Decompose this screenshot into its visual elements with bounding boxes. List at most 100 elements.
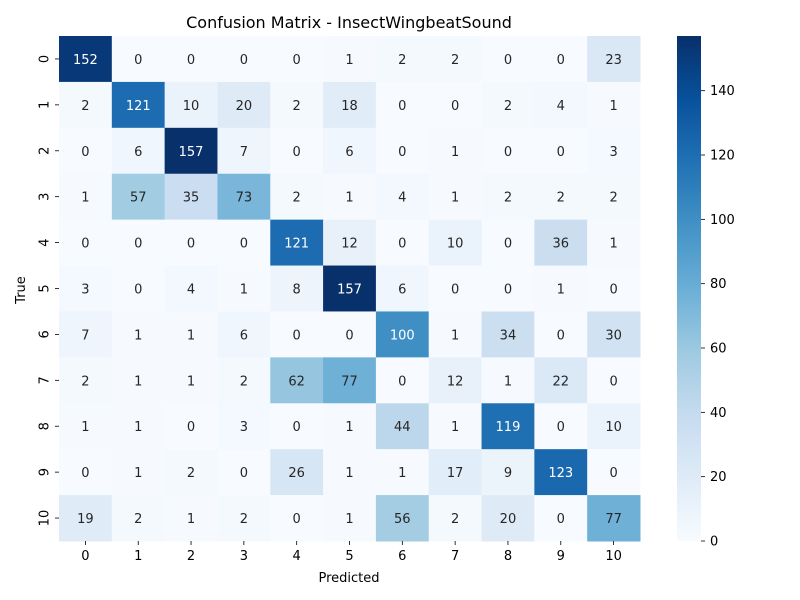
heatmap-cell-5-5 bbox=[323, 265, 377, 312]
cell-value-label-9-1: 1 bbox=[134, 466, 142, 481]
heatmap-cell-7-7 bbox=[428, 357, 483, 404]
x-tick-label-6: 6 bbox=[398, 549, 406, 564]
heatmap-cell-9-3 bbox=[217, 449, 271, 496]
heatmap-cell-2-1 bbox=[111, 127, 166, 175]
cell-value-label-0-7: 2 bbox=[451, 53, 459, 68]
cell-value-label-6-2: 1 bbox=[187, 328, 195, 343]
y-tick-label-9: 9 bbox=[38, 468, 53, 476]
heatmap-cell-10-2 bbox=[164, 495, 218, 542]
heatmap-cell-7-1 bbox=[111, 357, 166, 404]
cell-value-label-5-3: 1 bbox=[240, 283, 248, 298]
heatmap-cell-1-8 bbox=[481, 81, 535, 129]
colorbar-tick-label-1: 20 bbox=[710, 470, 727, 485]
heatmap-cell-10-9 bbox=[534, 495, 588, 542]
cell-value-label-8-3: 3 bbox=[240, 420, 248, 435]
heatmap-cell-3-8 bbox=[481, 173, 535, 221]
heatmap-cell-4-4 bbox=[270, 219, 324, 267]
colorbar-tick-label-6: 120 bbox=[710, 149, 735, 164]
heatmap-cell-2-3 bbox=[217, 127, 271, 175]
heatmap-cell-2-0 bbox=[59, 127, 113, 175]
heatmap-cell-6-6 bbox=[375, 311, 430, 358]
heatmap-cell-8-0 bbox=[59, 403, 113, 450]
heatmap-cell-8-9 bbox=[534, 403, 588, 450]
heatmap-cell-2-8 bbox=[481, 127, 535, 175]
chart-title: Confusion Matrix - InsectWingbeatSound bbox=[186, 13, 512, 32]
heatmap-cell-2-2 bbox=[164, 127, 218, 175]
cell-value-label-6-10: 30 bbox=[605, 328, 622, 343]
cell-value-label-7-7: 12 bbox=[447, 374, 464, 389]
cell-value-label-4-5: 12 bbox=[341, 237, 358, 252]
heatmap-cell-3-2 bbox=[164, 173, 218, 221]
heatmap-cell-9-2 bbox=[164, 449, 218, 496]
colorbar: 0 20 40 60 80 100 120 140 bbox=[677, 36, 735, 550]
heatmap-cell-9-5 bbox=[323, 449, 377, 496]
cell-value-label-3-9: 2 bbox=[557, 191, 565, 206]
heatmap-cell-2-7 bbox=[428, 127, 483, 175]
heatmap-cell-3-9 bbox=[534, 173, 588, 221]
heatmap-cell-3-1 bbox=[111, 173, 166, 221]
heatmap-cell-4-6 bbox=[375, 219, 430, 267]
heatmap-cell-10-1 bbox=[111, 495, 166, 542]
heatmap-cell-6-3 bbox=[217, 311, 271, 358]
cell-value-label-0-9: 0 bbox=[557, 53, 565, 68]
heatmap-cell-4-10 bbox=[587, 219, 641, 267]
cell-value-label-10-2: 1 bbox=[187, 512, 195, 527]
cell-value-label-0-6: 2 bbox=[398, 53, 406, 68]
cell-value-label-10-3: 2 bbox=[240, 512, 248, 527]
y-tick-label-10: 10 bbox=[38, 510, 53, 527]
cell-value-label-2-7: 1 bbox=[451, 145, 459, 160]
cell-value-label-10-0: 19 bbox=[77, 512, 94, 527]
heatmap-cell-10-8 bbox=[481, 495, 535, 542]
cell-value-label-8-8: 119 bbox=[496, 420, 521, 435]
cell-value-label-0-10: 23 bbox=[605, 53, 622, 68]
cell-value-label-10-8: 20 bbox=[500, 512, 517, 527]
cell-value-label-10-9: 0 bbox=[557, 512, 565, 527]
cell-value-label-8-0: 1 bbox=[81, 420, 89, 435]
heatmap-cell-4-5 bbox=[323, 219, 377, 267]
heatmap-cell-7-0 bbox=[59, 357, 113, 404]
heatmap-cell-9-0 bbox=[59, 449, 113, 496]
cell-value-label-1-10: 1 bbox=[609, 99, 617, 114]
x-axis-label: Predicted bbox=[318, 571, 379, 586]
x-tick-label-7: 7 bbox=[451, 549, 459, 564]
x-tick-label-10: 10 bbox=[605, 549, 622, 564]
cell-value-label-7-10: 0 bbox=[609, 374, 617, 389]
cell-value-label-5-1: 0 bbox=[134, 283, 142, 298]
cell-value-label-7-4: 62 bbox=[288, 374, 305, 389]
heatmap-cell-10-7 bbox=[428, 495, 483, 542]
heatmap-cell-9-4 bbox=[270, 449, 324, 496]
cell-value-label-8-1: 1 bbox=[134, 420, 142, 435]
heatmap-cell-5-7 bbox=[428, 265, 483, 312]
heatmap-cell-1-4 bbox=[270, 81, 324, 129]
cell-value-label-9-4: 26 bbox=[288, 466, 305, 481]
cell-value-label-0-5: 1 bbox=[345, 53, 353, 68]
heatmap-cell-4-0 bbox=[59, 219, 113, 267]
cell-value-label-9-10: 0 bbox=[609, 466, 617, 481]
x-tick-label-8: 8 bbox=[504, 549, 512, 564]
cell-value-label-6-8: 34 bbox=[500, 328, 517, 343]
heatmap-cell-0-3 bbox=[217, 36, 271, 83]
y-tick-label-7: 7 bbox=[38, 376, 53, 384]
heatmap-cell-6-10 bbox=[587, 311, 641, 358]
cell-value-label-10-10: 77 bbox=[605, 512, 622, 527]
x-tick-label-0: 0 bbox=[81, 549, 89, 564]
heatmap-cell-6-4 bbox=[270, 311, 324, 358]
heatmap-cell-2-9 bbox=[534, 127, 588, 175]
heatmap-cell-7-8 bbox=[481, 357, 535, 404]
cell-value-label-10-5: 1 bbox=[345, 512, 353, 527]
heatmap-cell-0-6 bbox=[375, 36, 430, 83]
cell-value-label-2-10: 3 bbox=[609, 145, 617, 160]
heatmap-cell-1-5 bbox=[323, 81, 377, 129]
cell-value-label-8-2: 0 bbox=[187, 420, 195, 435]
cell-value-label-8-6: 44 bbox=[394, 420, 411, 435]
heatmap-cell-1-3 bbox=[217, 81, 271, 129]
y-tick-label-3: 3 bbox=[38, 193, 53, 201]
cell-value-label-2-8: 0 bbox=[504, 145, 512, 160]
heatmap-cell-5-3 bbox=[217, 265, 271, 312]
heatmap-cell-5-9 bbox=[534, 265, 588, 312]
heatmap-cell-9-9 bbox=[534, 449, 588, 496]
cell-value-label-8-5: 1 bbox=[345, 420, 353, 435]
heatmap-cell-8-3 bbox=[217, 403, 271, 450]
cell-value-label-9-9: 123 bbox=[548, 466, 573, 481]
